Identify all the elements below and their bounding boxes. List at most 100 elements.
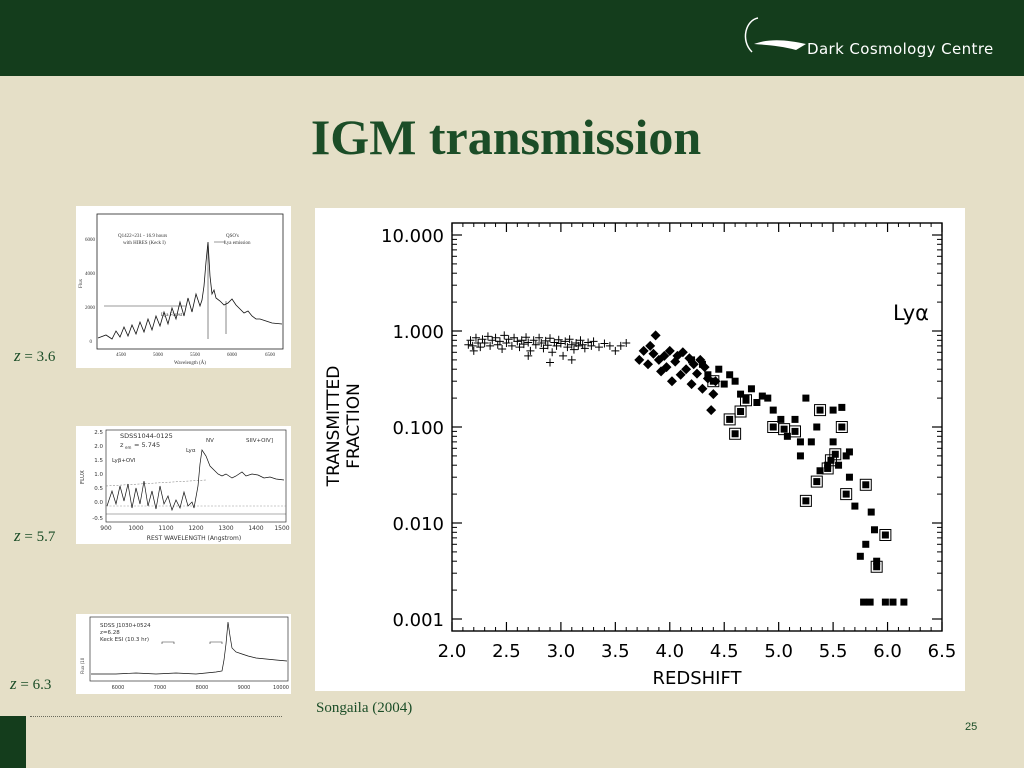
redshift-label-z57: z = 5.7	[14, 526, 56, 545]
plus-point	[500, 331, 509, 340]
x-tick-label: 2.0	[438, 641, 467, 662]
plus-point	[565, 335, 574, 344]
thumb2-line-5: NV	[206, 438, 214, 444]
diamond-point	[638, 345, 649, 356]
x-axis-label: REDSHIFT	[652, 668, 742, 689]
square-point	[860, 598, 868, 606]
diamond-point	[643, 359, 653, 370]
x-tick-label: 5.0	[764, 641, 793, 662]
plus-point	[548, 348, 557, 357]
diamond-point	[648, 348, 659, 359]
square-point	[698, 360, 706, 368]
transmitted-fraction-chart: 2.0 2.5 3.0 3.5 4.0 4.5 5.0 5.5 6.0 6.5 0.001 0.01…	[315, 208, 965, 691]
square-point	[764, 394, 772, 402]
square-point	[813, 423, 821, 431]
thumb3-xtick-4: 10000	[273, 685, 289, 691]
thumb2-line-0: SDSS1044-0125	[120, 432, 173, 440]
thumb1-ytick-3: 6000	[85, 238, 96, 243]
diamond-point	[661, 362, 672, 373]
boxed-square-point-fill	[881, 531, 889, 539]
plus-point	[605, 341, 614, 350]
plus-point	[578, 340, 587, 349]
square-point	[842, 452, 850, 460]
square-point	[796, 438, 804, 446]
plus-point	[546, 334, 554, 343]
diamond-point	[675, 369, 686, 380]
thumb3-line-0: SDSS J1030+0524	[100, 623, 151, 629]
diamond-point	[645, 340, 656, 351]
square-point	[866, 598, 874, 606]
thumb2-spectrum	[106, 449, 285, 512]
plus-point	[559, 351, 568, 360]
square-point	[747, 385, 755, 393]
logo-swoosh-icon	[744, 17, 806, 53]
boxed-square-point	[824, 454, 837, 467]
boxed-square-point	[814, 404, 827, 417]
plus-point	[510, 333, 519, 342]
thumb3-xtick-2: 8000	[196, 685, 209, 691]
plus-point	[539, 344, 548, 353]
x-axis: 2.0 2.5 3.0 3.5 4.0 4.5 5.0 5.5 6.0 6.5	[438, 223, 956, 662]
boxed-square-point-fill	[726, 415, 734, 423]
diamond-point	[681, 364, 692, 375]
credit-citation: Songaila (2004)	[316, 700, 413, 716]
x-tick-label: 4.0	[655, 641, 684, 662]
plus-point	[507, 341, 516, 350]
thumb1-xlabel: Wavelength (Å)	[174, 360, 206, 366]
square-point	[688, 356, 696, 364]
thumb1-spectrum	[97, 241, 283, 340]
plus-point	[498, 344, 507, 353]
plus-point	[486, 341, 495, 350]
square-point	[867, 508, 875, 516]
plus-point	[480, 338, 489, 347]
diamond-point	[653, 354, 664, 365]
boxed-square-point	[829, 448, 842, 461]
x-tick-label: 5.5	[819, 641, 848, 662]
boxed-square-point-fill	[838, 423, 846, 431]
y-tick-label: 10.000	[381, 226, 444, 247]
header-bar: Dark Cosmology Centre	[0, 0, 1024, 76]
square-point	[889, 598, 897, 606]
square-point	[791, 415, 799, 423]
redshift-label-z63: z = 6.3	[10, 674, 52, 693]
square-point	[753, 398, 761, 406]
thumb2-ytick-2: 1.5	[94, 458, 103, 464]
square-point	[731, 377, 739, 385]
plus-point	[569, 345, 578, 354]
thumb2-xtick-4: 1300	[218, 525, 233, 532]
square-point	[835, 461, 843, 469]
plus-point	[567, 355, 576, 364]
boxed-square-point-fill	[709, 377, 717, 385]
square-point	[726, 371, 734, 379]
thumb2-xtick-2: 1100	[158, 525, 173, 532]
boxed-square-point-fill	[780, 425, 788, 433]
thumb3-xtick-0: 6000	[112, 685, 125, 691]
boxed-square-point	[729, 427, 742, 440]
square-point	[870, 526, 878, 534]
spectrum-thumbnail-z57: SDSS1044-0125 z em = 5.745 Lyα NV SIIV+O…	[76, 426, 291, 544]
boxed-square-point-fill	[731, 430, 739, 438]
thumb2-ytick-0: 2.5	[94, 430, 103, 436]
square-point	[769, 406, 777, 414]
thumb2-ytick-1: 2.0	[94, 444, 103, 450]
thumb1-xtick-0: 4500	[116, 353, 127, 358]
boxed-square-point-fill	[862, 481, 870, 489]
square-point	[845, 448, 853, 456]
thumb2-xtick-1: 1000	[128, 525, 143, 532]
x-tick-label: 3.0	[547, 641, 576, 662]
plus-point	[495, 337, 504, 346]
thumb3-line-2: Keck ESI (10.3 hr)	[100, 637, 149, 643]
thumb1-xtick-1: 5000	[153, 353, 164, 358]
boxed-square-point-fill	[742, 396, 750, 404]
thumb2-line-7: Lyβ+OVI	[112, 458, 136, 464]
boxed-square-point	[810, 475, 823, 488]
square-point	[829, 438, 837, 446]
thumb1-line-4: Lya Forest	[161, 313, 183, 318]
thumb1-xtick-3: 6000	[227, 353, 238, 358]
diamond-point	[634, 354, 645, 365]
boxed-square-point-fill	[802, 497, 810, 505]
square-point	[845, 473, 853, 481]
thumb2-xtick-5: 1400	[248, 525, 263, 532]
plus-point	[493, 340, 502, 349]
plus-point	[576, 336, 585, 345]
